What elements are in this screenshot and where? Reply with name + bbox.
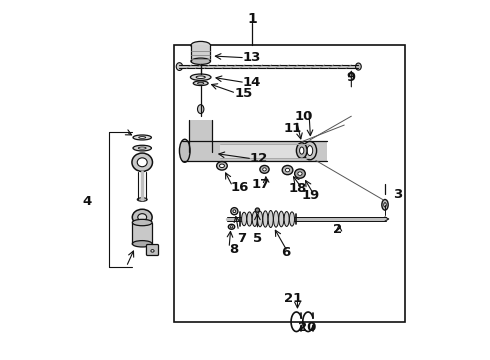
Ellipse shape: [382, 199, 388, 210]
Text: 9: 9: [347, 71, 356, 84]
Ellipse shape: [296, 143, 307, 158]
Ellipse shape: [252, 212, 257, 226]
Ellipse shape: [217, 162, 227, 170]
Ellipse shape: [230, 226, 233, 228]
Text: 1: 1: [247, 12, 257, 26]
Ellipse shape: [268, 211, 273, 228]
Text: 5: 5: [253, 232, 262, 245]
Ellipse shape: [298, 172, 302, 175]
Text: 17: 17: [252, 178, 270, 191]
Ellipse shape: [133, 145, 151, 151]
Ellipse shape: [191, 58, 210, 64]
Ellipse shape: [384, 203, 386, 207]
Ellipse shape: [132, 219, 152, 226]
Bar: [191, 45, 211, 61]
Ellipse shape: [132, 240, 152, 247]
Ellipse shape: [196, 76, 205, 78]
Ellipse shape: [133, 135, 151, 140]
Ellipse shape: [299, 147, 304, 154]
Ellipse shape: [260, 166, 269, 173]
Bar: [132, 222, 152, 244]
Text: 15: 15: [234, 87, 252, 100]
Ellipse shape: [151, 249, 154, 252]
Text: 4: 4: [83, 195, 92, 208]
Ellipse shape: [307, 145, 313, 156]
Ellipse shape: [282, 166, 293, 175]
Ellipse shape: [263, 211, 268, 227]
Ellipse shape: [132, 209, 152, 225]
Ellipse shape: [220, 164, 224, 168]
Text: 20: 20: [298, 321, 316, 334]
Ellipse shape: [179, 139, 190, 162]
Ellipse shape: [138, 147, 146, 149]
Ellipse shape: [303, 141, 317, 160]
Text: 14: 14: [243, 76, 261, 89]
Bar: [189, 120, 212, 152]
Ellipse shape: [197, 82, 204, 84]
FancyBboxPatch shape: [147, 244, 159, 256]
Ellipse shape: [356, 63, 361, 70]
Ellipse shape: [273, 211, 278, 227]
Ellipse shape: [197, 105, 204, 113]
Ellipse shape: [132, 153, 152, 171]
Text: 16: 16: [230, 181, 249, 194]
Ellipse shape: [242, 212, 246, 226]
Ellipse shape: [290, 212, 294, 226]
Text: 13: 13: [243, 51, 261, 64]
Ellipse shape: [231, 208, 238, 215]
Ellipse shape: [279, 211, 284, 227]
Ellipse shape: [137, 158, 147, 167]
Text: 12: 12: [250, 152, 269, 165]
Text: 11: 11: [284, 122, 302, 135]
Ellipse shape: [137, 198, 147, 201]
Bar: [179, 65, 358, 68]
Bar: [174, 45, 405, 322]
Ellipse shape: [247, 212, 252, 226]
Ellipse shape: [263, 168, 266, 171]
Bar: [182, 141, 326, 161]
Text: 6: 6: [281, 246, 291, 259]
Ellipse shape: [255, 208, 260, 212]
Ellipse shape: [176, 63, 183, 71]
Text: 7: 7: [237, 232, 246, 245]
Ellipse shape: [191, 74, 211, 80]
Ellipse shape: [294, 169, 305, 178]
Text: 21: 21: [284, 292, 302, 305]
Ellipse shape: [139, 136, 146, 138]
Ellipse shape: [193, 81, 208, 86]
Ellipse shape: [233, 210, 236, 213]
Text: 2: 2: [333, 223, 342, 236]
Text: 3: 3: [393, 188, 402, 201]
Bar: [220, 144, 309, 158]
Ellipse shape: [191, 41, 210, 49]
Ellipse shape: [228, 224, 235, 229]
Ellipse shape: [285, 168, 290, 172]
Ellipse shape: [284, 212, 289, 226]
Ellipse shape: [258, 211, 263, 227]
Text: 19: 19: [301, 189, 319, 202]
Text: 8: 8: [229, 243, 238, 256]
Text: 18: 18: [289, 183, 307, 195]
Text: 10: 10: [294, 110, 313, 123]
Ellipse shape: [138, 214, 147, 221]
